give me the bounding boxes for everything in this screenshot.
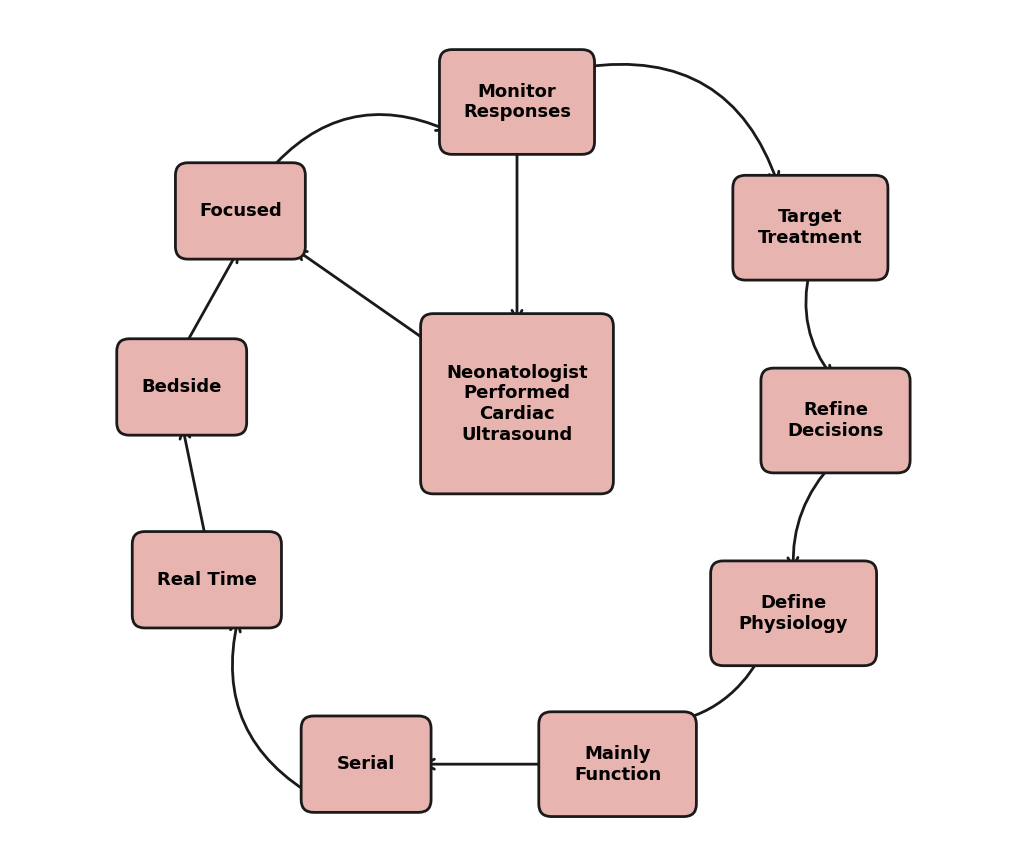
FancyBboxPatch shape — [421, 314, 613, 494]
Text: Real Time: Real Time — [157, 571, 256, 589]
Text: Serial: Serial — [337, 755, 395, 773]
Text: Mainly
Function: Mainly Function — [574, 745, 661, 784]
Text: Refine
Decisions: Refine Decisions — [787, 401, 884, 440]
FancyBboxPatch shape — [301, 716, 431, 812]
Text: Target
Treatment: Target Treatment — [758, 209, 862, 247]
Text: Bedside: Bedside — [142, 378, 222, 396]
Text: Focused: Focused — [199, 202, 281, 220]
FancyBboxPatch shape — [117, 339, 247, 435]
FancyBboxPatch shape — [439, 50, 595, 155]
FancyBboxPatch shape — [132, 532, 281, 628]
Text: Neonatologist
Performed
Cardiac
Ultrasound: Neonatologist Performed Cardiac Ultrasou… — [447, 363, 587, 444]
Text: Monitor
Responses: Monitor Responses — [463, 82, 571, 121]
FancyBboxPatch shape — [539, 711, 696, 817]
FancyBboxPatch shape — [733, 175, 888, 280]
FancyBboxPatch shape — [761, 368, 910, 473]
FancyBboxPatch shape — [176, 163, 305, 259]
FancyBboxPatch shape — [710, 561, 877, 666]
Text: Define
Physiology: Define Physiology — [739, 594, 848, 632]
